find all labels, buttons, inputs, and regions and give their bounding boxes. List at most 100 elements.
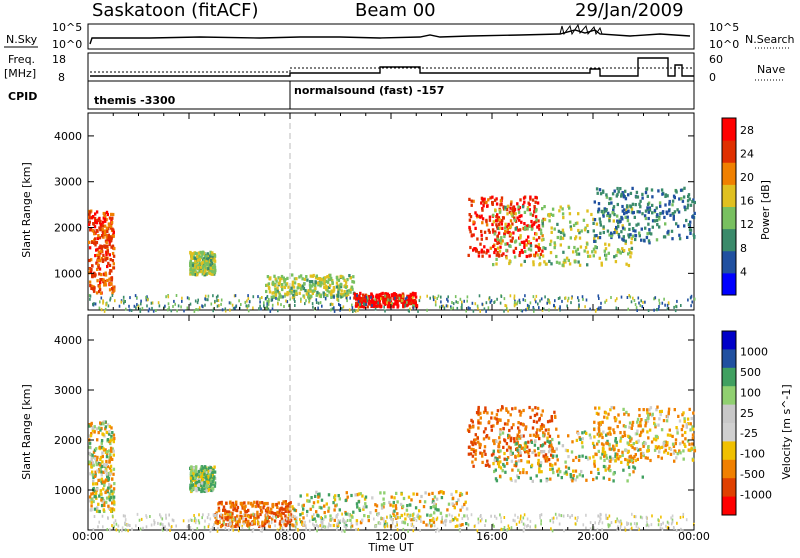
heatmap-cell xyxy=(664,222,667,226)
heatmap-cell xyxy=(514,239,518,243)
heatmap-cell xyxy=(432,520,436,524)
heatmap-cell xyxy=(88,258,91,263)
heatmap-cell xyxy=(195,262,198,266)
heatmap-cell xyxy=(502,252,505,256)
heatmap-cell xyxy=(666,520,669,524)
heatmap-cell xyxy=(682,512,685,516)
heatmap-cell xyxy=(265,502,269,506)
heatmap-cell xyxy=(419,517,422,521)
heatmap-cell xyxy=(609,408,612,412)
heatmap-cell xyxy=(262,523,266,528)
heatmap-cell xyxy=(642,300,644,304)
heatmap-cell xyxy=(555,254,558,259)
heatmap-cell xyxy=(323,526,326,530)
heatmap-cell xyxy=(110,276,113,280)
heatmap-cell xyxy=(437,508,440,512)
heatmap-cell xyxy=(235,522,238,526)
heatmap-cell xyxy=(270,295,273,299)
heatmap-cell xyxy=(433,524,436,528)
heatmap-cell xyxy=(375,504,379,508)
heatmap-cell xyxy=(271,280,275,284)
heatmap-cell xyxy=(628,473,631,477)
heatmap-cell xyxy=(109,224,113,228)
heatmap-cell xyxy=(240,516,243,520)
heatmap-cell xyxy=(98,216,101,220)
heatmap-cell xyxy=(211,265,214,270)
colorbar-swatch xyxy=(722,118,736,141)
heatmap-cell xyxy=(517,207,520,211)
heatmap-cell xyxy=(614,452,617,456)
heatmap-cell xyxy=(96,506,99,510)
heatmap-cell xyxy=(508,434,511,438)
heatmap-cell xyxy=(289,297,291,301)
heatmap-cell xyxy=(517,228,520,232)
heatmap-cell xyxy=(511,208,514,213)
heatmap-cell xyxy=(326,293,329,298)
heatmap-cell xyxy=(610,231,613,235)
heatmap-cell xyxy=(497,418,500,422)
heatmap-cell xyxy=(448,513,451,517)
heatmap-cell xyxy=(100,296,103,300)
heatmap-cell xyxy=(109,528,111,532)
heatmap-cell xyxy=(374,509,378,513)
heatmap-cell xyxy=(626,296,629,299)
heatmap-cell xyxy=(548,440,552,445)
heatmap-cell xyxy=(685,218,688,223)
heatmap-cell xyxy=(110,509,113,513)
heatmap-cell xyxy=(520,214,523,218)
heatmap-cell xyxy=(647,416,650,420)
heatmap-cell xyxy=(280,276,283,280)
heatmap-cell xyxy=(471,233,474,237)
heatmap-cell xyxy=(487,228,490,232)
heatmap-cell xyxy=(153,519,155,523)
heatmap-cell xyxy=(102,253,105,257)
heatmap-cell xyxy=(413,298,417,303)
heatmap-cell xyxy=(386,522,389,526)
heatmap-cell xyxy=(609,432,612,436)
heatmap-cell xyxy=(284,505,288,509)
heatmap-cell xyxy=(311,274,314,278)
heatmap-cell xyxy=(101,500,104,504)
heatmap-cell xyxy=(521,520,523,524)
cpid-segment-2: normalsound (fast) -157 xyxy=(294,84,444,97)
heatmap-cell xyxy=(209,482,213,486)
heatmap-cell xyxy=(472,309,475,313)
heatmap-cell xyxy=(104,273,108,277)
heatmap-cell xyxy=(209,255,212,259)
heatmap-cell xyxy=(563,233,566,237)
heatmap-cell xyxy=(515,436,518,440)
heatmap-cell xyxy=(534,220,538,224)
heatmap-cell xyxy=(490,428,493,432)
heatmap-cell xyxy=(88,460,91,464)
heatmap-cell xyxy=(508,210,512,214)
heatmap-cell xyxy=(523,210,527,214)
colorbar-swatch xyxy=(722,386,736,406)
heatmap-cell xyxy=(327,277,330,281)
heatmap-cell xyxy=(204,269,207,273)
heatmap-cell xyxy=(636,420,639,424)
heatmap-cell xyxy=(617,413,620,417)
heatmap-cell xyxy=(267,285,271,290)
heatmap-cell xyxy=(601,450,605,454)
heatmap-cell xyxy=(336,277,339,281)
heatmap-cell xyxy=(644,216,648,221)
heatmap-cell xyxy=(616,214,619,218)
heatmap-cell xyxy=(242,513,245,517)
heatmap-cell xyxy=(509,294,512,298)
heatmap-cell xyxy=(187,519,190,523)
heatmap-cell xyxy=(598,433,602,437)
heatmap-cell xyxy=(520,309,523,312)
heatmap-cell xyxy=(100,233,104,238)
heatmap-cell xyxy=(93,507,97,511)
heatmap-cell xyxy=(335,275,339,280)
heatmap-cell xyxy=(318,505,321,509)
heatmap-cell xyxy=(93,515,96,518)
heatmap-cell xyxy=(348,513,350,517)
heatmap-cell xyxy=(486,463,490,467)
heatmap-cell xyxy=(632,296,634,300)
heatmap-cell xyxy=(223,521,225,525)
heatmap-cell xyxy=(688,442,691,446)
heatmap-cell xyxy=(629,233,632,237)
heatmap-cell xyxy=(100,308,103,312)
heatmap-cell xyxy=(139,307,141,311)
